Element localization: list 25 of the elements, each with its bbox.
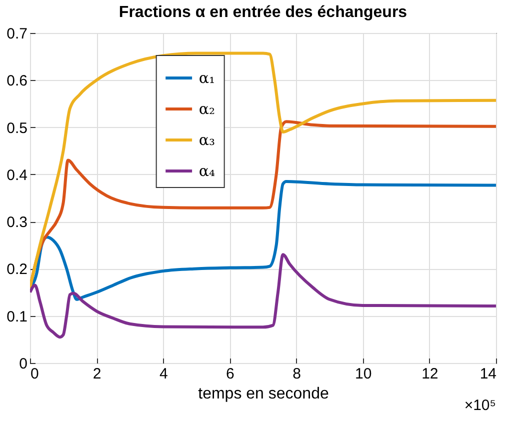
x-axis-title: temps en seconde	[198, 386, 329, 402]
y-tick-label: 0.4	[6, 166, 28, 184]
y-tick-label: 0.1	[6, 308, 28, 326]
y-tick-label: 0.5	[6, 120, 28, 137]
x-tick-label: 2	[92, 366, 102, 382]
legend-label: α₂	[198, 100, 215, 118]
x-tick-label: 6	[226, 366, 234, 382]
legend-label: α₁	[198, 69, 215, 87]
line-series	[30, 52, 496, 290]
line-series	[30, 180, 496, 301]
y-tick-label: 0.3	[6, 214, 28, 232]
legend-label: α₄	[198, 162, 215, 180]
x-tick-label: 8	[292, 366, 301, 382]
x-tick-label: 10	[355, 366, 372, 382]
chart-title: Fractions α en entrée des échangeurs	[118, 4, 408, 21]
text: ×10⁵	[464, 397, 496, 414]
y-tick-label: 0.7	[6, 26, 28, 42]
x-tick-label: 0	[30, 366, 39, 382]
x-tick-label: 12	[422, 366, 438, 382]
y-tick-label: 0.2	[6, 261, 28, 278]
x-tick-label: 4	[159, 366, 168, 382]
line-series	[30, 253, 496, 339]
x-tick-label: 14	[480, 366, 496, 382]
legend-label: α₃	[198, 131, 215, 149]
y-tick-label: 0.6	[6, 72, 28, 90]
